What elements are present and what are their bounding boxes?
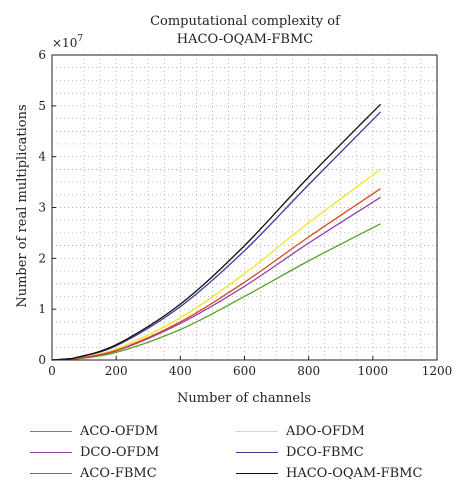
chart-title-line-1: Computational complexity of (150, 14, 341, 29)
y-tick-label: 3 (38, 201, 46, 215)
series-line-haco-oqam-fbmc (72, 103, 381, 360)
y-scale-label: ×107 (52, 34, 83, 50)
y-tick-label: 1 (38, 302, 46, 316)
y-tick-label: 5 (38, 99, 46, 113)
x-tick-label: 200 (105, 364, 128, 378)
x-tick-label: 800 (297, 364, 320, 378)
x-axis-label: Number of channels (177, 391, 311, 406)
y-axis-label: Number of real multiplications (15, 104, 30, 307)
x-tick-label: 400 (169, 364, 192, 378)
axis-ticks: 0 200 400 600 800 1000 1200 0 1 2 3 4 5 6 (38, 48, 452, 378)
y-tick-label: 6 (38, 48, 46, 62)
series-line-aco-fbmc (72, 188, 381, 360)
x-tick-label: 0 (48, 364, 56, 378)
x-tick-label: 1200 (422, 364, 453, 378)
y-tick-label: 2 (38, 251, 46, 265)
grid (52, 55, 437, 360)
y-tick-label: 4 (38, 150, 46, 164)
series-line-aco-ofdm (72, 223, 381, 361)
x-tick-label: 600 (233, 364, 256, 378)
series-line-dco-ofdm (72, 196, 381, 360)
series-layer (51, 103, 381, 361)
series-line-ado-ofdm (72, 168, 381, 360)
x-tick-label: 1000 (358, 364, 389, 378)
chart-title-line-2: HACO-OQAM-FBMC (177, 32, 313, 47)
series-line-dco-fbmc (72, 111, 381, 360)
y-tick-label: 0 (38, 353, 46, 367)
